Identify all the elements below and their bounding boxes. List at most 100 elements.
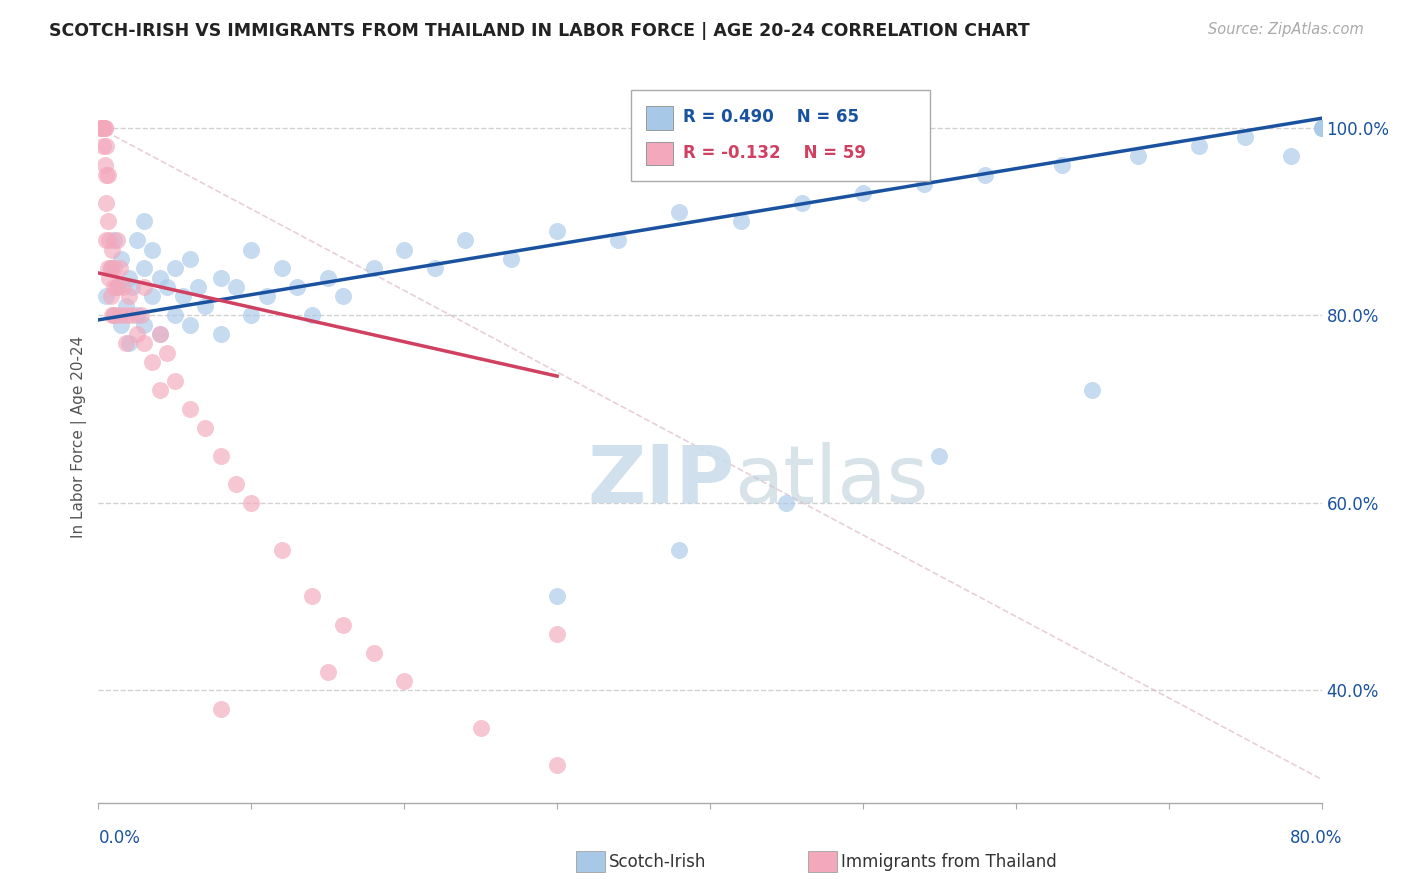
Point (90, 120, 112, 135)
Point (256, 289, 278, 303)
Point (1081, 383, 1104, 397)
Point (470, 721, 492, 735)
Point (1310, 120, 1333, 135)
Point (209, 449, 232, 463)
Point (100, 289, 122, 303)
Point (454, 233, 477, 247)
Point (163, 374, 186, 388)
Point (141, 243, 163, 257)
Text: R = 0.490    N = 65: R = 0.490 N = 65 (683, 109, 859, 127)
Point (91, 120, 114, 135)
Point (332, 617, 354, 632)
Point (97, 261, 120, 276)
Point (110, 318, 132, 332)
Point (209, 270, 232, 285)
Point (134, 280, 156, 294)
Point (129, 308, 152, 322)
Point (91, 139, 114, 153)
Point (316, 665, 339, 679)
Point (100, 261, 122, 276)
Point (1050, 158, 1073, 172)
Point (118, 289, 141, 303)
Point (194, 299, 217, 313)
Point (363, 646, 385, 660)
FancyBboxPatch shape (647, 106, 673, 130)
Point (209, 326, 232, 341)
Point (93, 120, 115, 135)
Point (301, 590, 323, 604)
Point (141, 289, 163, 303)
Point (121, 308, 143, 322)
Point (240, 243, 263, 257)
Point (94, 233, 117, 247)
Point (668, 205, 690, 219)
Point (108, 308, 131, 322)
Point (93, 120, 115, 135)
Point (118, 336, 141, 351)
Point (546, 758, 568, 772)
Point (240, 496, 263, 510)
Point (93, 158, 115, 172)
Text: Immigrants from Thailand: Immigrants from Thailand (841, 853, 1056, 871)
Point (179, 318, 201, 332)
Point (90, 120, 112, 135)
Point (149, 270, 172, 285)
Point (134, 318, 156, 332)
Point (103, 308, 125, 322)
Point (94, 139, 117, 153)
Text: R = -0.132    N = 59: R = -0.132 N = 59 (683, 144, 866, 161)
Point (94, 168, 117, 182)
Point (225, 280, 247, 294)
Point (115, 336, 138, 351)
Point (172, 289, 194, 303)
Point (94, 195, 117, 210)
Point (91, 120, 114, 135)
Point (240, 308, 263, 322)
FancyBboxPatch shape (647, 142, 673, 165)
Point (285, 280, 308, 294)
Point (163, 308, 186, 322)
Point (103, 308, 125, 322)
Point (179, 252, 201, 266)
Point (105, 280, 128, 294)
Point (115, 308, 138, 322)
Point (363, 261, 385, 276)
Point (392, 673, 416, 688)
Point (316, 270, 339, 285)
Point (105, 233, 128, 247)
Point (141, 355, 163, 369)
Text: 0.0%: 0.0% (98, 829, 141, 847)
Point (97, 168, 120, 182)
Text: Scotch-Irish: Scotch-Irish (609, 853, 706, 871)
Point (423, 261, 446, 276)
Point (332, 289, 354, 303)
Point (1188, 139, 1211, 153)
Point (163, 261, 186, 276)
Point (225, 477, 247, 491)
Text: SCOTCH-IRISH VS IMMIGRANTS FROM THAILAND IN LABOR FORCE | AGE 20-24 CORRELATION : SCOTCH-IRISH VS IMMIGRANTS FROM THAILAND… (49, 22, 1031, 40)
Point (1279, 149, 1302, 163)
Point (775, 496, 797, 510)
Point (134, 261, 156, 276)
Point (790, 195, 813, 210)
Text: Source: ZipAtlas.com: Source: ZipAtlas.com (1208, 22, 1364, 37)
Point (125, 233, 148, 247)
Point (187, 280, 209, 294)
Point (125, 326, 148, 341)
Point (149, 326, 172, 341)
Text: atlas: atlas (734, 442, 929, 520)
Point (103, 280, 125, 294)
Point (974, 168, 997, 182)
Point (90, 120, 112, 135)
Point (108, 261, 131, 276)
Point (134, 214, 156, 228)
Y-axis label: In Labor Force | Age 20-24: In Labor Force | Age 20-24 (72, 336, 87, 538)
Point (101, 243, 124, 257)
Point (607, 233, 630, 247)
Point (105, 280, 128, 294)
Point (98, 233, 121, 247)
Point (97, 214, 120, 228)
Point (209, 702, 232, 716)
Point (179, 401, 201, 416)
Point (118, 270, 141, 285)
